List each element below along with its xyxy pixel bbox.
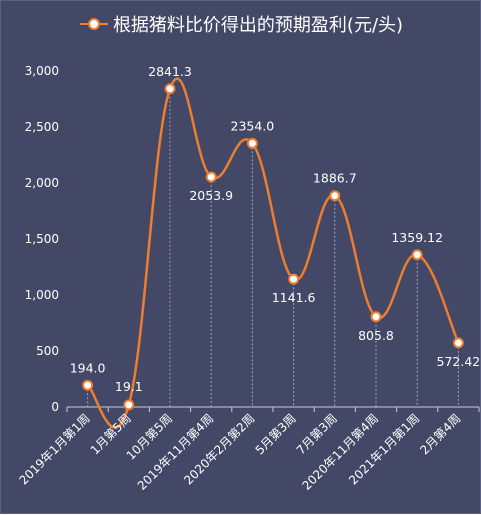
data-label: 2354.0 (231, 118, 275, 133)
data-point (205, 171, 217, 183)
x-tick-label: 2月第4周 (417, 411, 463, 457)
data-point (246, 137, 258, 149)
x-tick-label: 2020年2月第2周 (181, 411, 257, 487)
data-point (123, 399, 135, 411)
data-label: 572.42 (437, 354, 481, 369)
data-label: 1886.7 (313, 171, 357, 186)
data-label: 2841.3 (148, 64, 192, 79)
data-point (288, 273, 300, 285)
y-tick-label: 1,500 (25, 232, 59, 246)
y-tick-label: 3,000 (25, 64, 59, 78)
legend-label: 根据猪料比价得出的预期盈利(元/头) (112, 15, 404, 36)
x-tick-label: 5月第3周 (253, 411, 299, 457)
data-label: 194.0 (70, 360, 106, 375)
data-point (370, 311, 382, 323)
y-tick-label: 1,000 (25, 288, 59, 302)
legend-line-marker-icon (79, 17, 108, 31)
y-tick-label: 2,500 (25, 120, 59, 134)
data-point (82, 379, 94, 391)
data-label: 19.1 (115, 379, 143, 394)
data-point (329, 190, 341, 202)
x-tick-label: 2021年1月第1周 (346, 411, 422, 487)
data-label: 1359.12 (391, 230, 443, 245)
y-tick-label: 0 (51, 400, 59, 414)
series-line (86, 77, 460, 429)
x-tick-label: 2019年11月第4周 (135, 411, 217, 493)
x-tick-label: 2020年11月第4周 (299, 411, 381, 493)
y-tick-label: 500 (36, 344, 59, 358)
y-tick-label: 2,000 (25, 176, 59, 190)
data-point (164, 83, 176, 95)
legend: 根据猪料比价得出的预期盈利(元/头) (1, 9, 481, 39)
data-point (452, 337, 464, 349)
data-point (411, 249, 423, 261)
x-tick-label: 2019年1月第1周 (16, 411, 92, 487)
data-label: 805.8 (358, 328, 394, 343)
data-label: 1141.6 (272, 290, 316, 305)
data-label: 2053.9 (189, 188, 233, 203)
